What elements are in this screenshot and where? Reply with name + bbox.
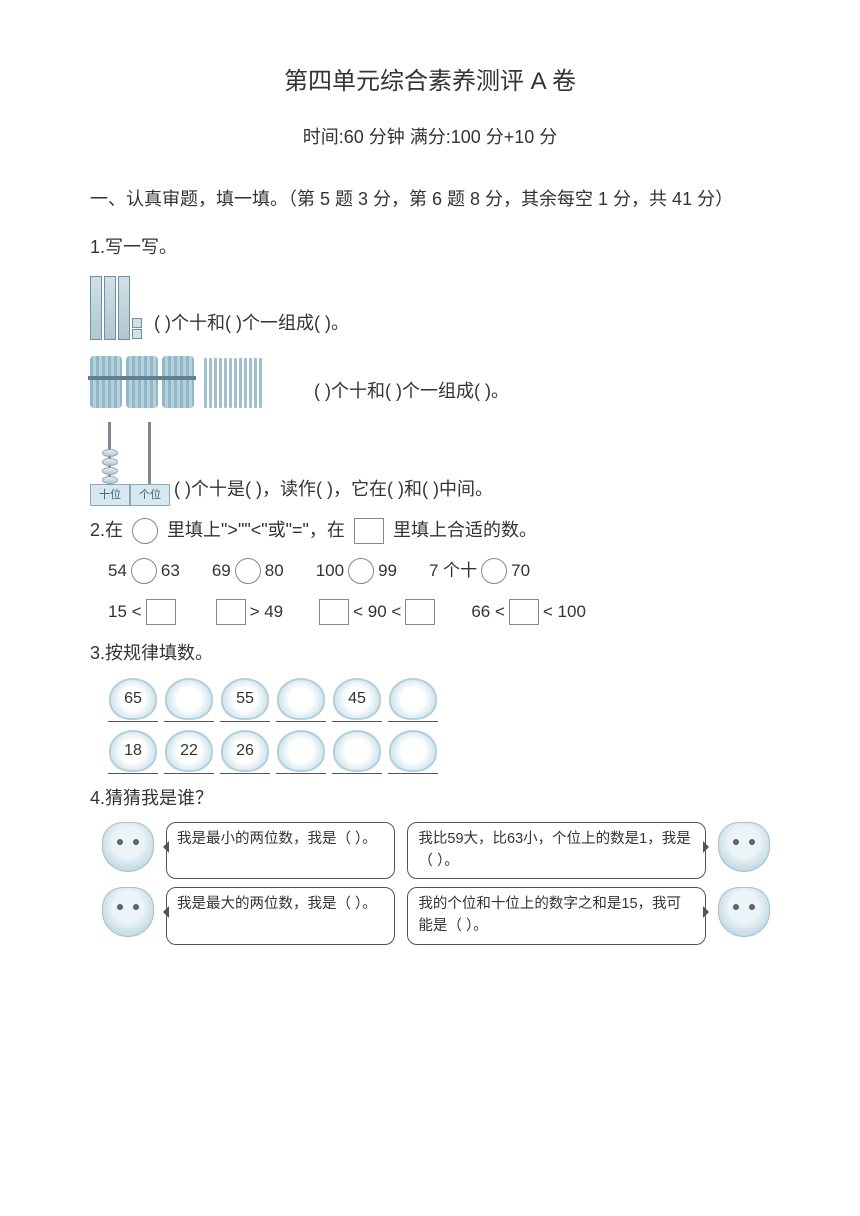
blocks-icon <box>90 270 150 340</box>
q3-row-1: 65 55 45 <box>108 678 770 722</box>
q2-row-2: 15 < > 49 < 90 < 66 < < 100 <box>108 597 770 628</box>
q3-row-2: 18 22 26 <box>108 730 770 774</box>
q2-r1-d: 7 个十 70 <box>429 556 530 587</box>
q2-r1-b-right: 80 <box>265 556 284 587</box>
q2-r2-d-end: < 100 <box>543 597 586 628</box>
square-blank-icon[interactable] <box>146 599 176 625</box>
q1-label: 1.写一写。 <box>90 231 770 263</box>
q2-label-row: 2.在 里填上">""<"或"="，在 里填上合适的数。 <box>90 514 770 546</box>
flower-cell[interactable] <box>388 730 438 774</box>
flower-cell[interactable] <box>276 730 326 774</box>
cell-val: 55 <box>236 685 254 714</box>
section-1-heading: 一、认真审题，填一填。（第 5 题 3 分，第 6 题 8 分，其余每空 1 分… <box>90 180 770 220</box>
q2-r2-b-text: > 49 <box>250 597 284 628</box>
square-blank-icon <box>354 518 384 544</box>
cell-val: 45 <box>348 685 366 714</box>
flower-cell: 26 <box>220 730 270 774</box>
question-2: 2.在 里填上">""<"或"="，在 里填上合适的数。 54 63 69 80… <box>90 514 770 628</box>
q4-row-2: 我是最大的两位数，我是（ ）。 我的个位和十位上的数字之和是15，我可能是（ ）… <box>102 887 770 945</box>
sticks-icon <box>90 348 310 408</box>
cell-val: 26 <box>236 737 254 766</box>
question-1: 1.写一写。 ( )个十和( )个一组成( )。 <box>90 231 770 505</box>
q2-label-b: 里填上">""<"或"="，在 <box>167 520 345 540</box>
speech-box: 我比59大，比63小，个位上的数是1，我是（ ）。 <box>407 822 706 880</box>
tiger-icon <box>718 822 770 872</box>
q1-line1-text: ( )个十和( )个一组成( )。 <box>154 307 349 339</box>
q2-r2-b: > 49 <box>212 597 284 628</box>
q2-r2-d-text: 66 < <box>471 597 505 628</box>
q2-r1-c-right: 99 <box>378 556 397 587</box>
circle-blank-icon[interactable] <box>131 558 157 584</box>
circle-blank-icon[interactable] <box>481 558 507 584</box>
square-blank-icon[interactable] <box>216 599 246 625</box>
q3-label: 3.按规律填数。 <box>90 637 770 669</box>
q4-row-1: 我是最小的两位数，我是（ ）。 我比59大，比63小，个位上的数是1，我是（ ）… <box>102 822 770 880</box>
cell-val: 22 <box>180 737 198 766</box>
q1-line-3: 十位 个位 ( )个十是( )，读作( )，它在( )和( )中间。 <box>90 416 770 506</box>
square-blank-icon[interactable] <box>319 599 349 625</box>
q2-label-a: 2.在 <box>90 520 123 540</box>
circle-blank-icon <box>132 518 158 544</box>
q2-label-c: 里填上合适的数。 <box>393 520 537 540</box>
q1-line-1: ( )个十和( )个一组成( )。 <box>90 270 770 340</box>
flower-cell[interactable] <box>164 678 214 722</box>
flower-cell: 45 <box>332 678 382 722</box>
q2-r1-a: 54 63 <box>108 556 180 587</box>
q1-line3-text: ( )个十是( )，读作( )，它在( )和( )中间。 <box>174 473 770 505</box>
question-3: 3.按规律填数。 65 55 45 18 22 26 <box>90 637 770 773</box>
q2-r1-d-right: 70 <box>511 556 530 587</box>
flower-cell: 65 <box>108 678 158 722</box>
page-subtitle: 时间:60 分钟 满分:100 分+10 分 <box>90 121 770 153</box>
abacus-tens-label: 十位 <box>90 484 130 506</box>
q2-r1-c-left: 100 <box>316 556 344 587</box>
flower-cell[interactable] <box>276 678 326 722</box>
q1-line-2: ( )个十和( )个一组成( )。 <box>90 348 770 408</box>
circle-blank-icon[interactable] <box>348 558 374 584</box>
cell-val: 18 <box>124 737 142 766</box>
speech-box: 我的个位和十位上的数字之和是15，我可能是（ ）。 <box>407 887 706 945</box>
cat-icon <box>718 887 770 937</box>
flower-cell: 22 <box>164 730 214 774</box>
speech-box: 我是最小的两位数，我是（ ）。 <box>166 822 395 880</box>
q2-r1-a-left: 54 <box>108 556 127 587</box>
lion-icon <box>102 822 154 872</box>
question-4: 4.猜猜我是谁？ 我是最小的两位数，我是（ ）。 我比59大，比63小，个位上的… <box>90 782 770 945</box>
q2-r2-a: 15 < <box>108 597 180 628</box>
q2-r2-c: < 90 < <box>315 597 439 628</box>
q2-r1-d-left: 7 个十 <box>429 556 477 587</box>
abacus-ones-label: 个位 <box>130 484 170 506</box>
q2-r1-b: 69 80 <box>212 556 284 587</box>
q2-r2-d: 66 < < 100 <box>471 597 586 628</box>
cell-val: 65 <box>124 685 142 714</box>
square-blank-icon[interactable] <box>509 599 539 625</box>
flower-cell[interactable] <box>332 730 382 774</box>
q2-r1-b-left: 69 <box>212 556 231 587</box>
page-title: 第四单元综合素养测评 A 卷 <box>90 60 770 103</box>
q2-r2-a-text: 15 < <box>108 597 142 628</box>
flower-cell[interactable] <box>388 678 438 722</box>
q1-line2-text: ( )个十和( )个一组成( )。 <box>314 375 509 407</box>
abacus-icon: 十位 个位 <box>90 416 170 506</box>
square-blank-icon[interactable] <box>405 599 435 625</box>
q2-r1-a-right: 63 <box>161 556 180 587</box>
circle-blank-icon[interactable] <box>235 558 261 584</box>
q2-r1-c: 100 99 <box>316 556 397 587</box>
speech-box: 我是最大的两位数，我是（ ）。 <box>166 887 395 945</box>
q2-r2-c-text: < 90 < <box>353 597 401 628</box>
flower-cell: 18 <box>108 730 158 774</box>
q4-label: 4.猜猜我是谁？ <box>90 782 770 814</box>
q2-row-1: 54 63 69 80 100 99 7 个十 70 <box>108 556 770 587</box>
panda-icon <box>102 887 154 937</box>
flower-cell: 55 <box>220 678 270 722</box>
